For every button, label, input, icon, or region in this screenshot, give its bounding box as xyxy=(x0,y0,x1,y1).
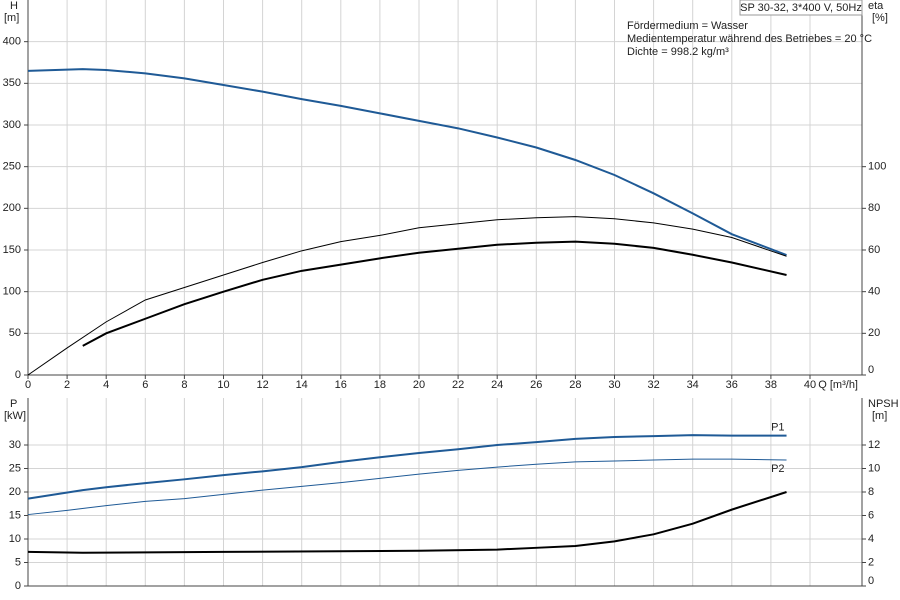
x-tick-label: 6 xyxy=(142,379,148,391)
y-tick-label: 50 xyxy=(9,327,21,339)
y2-tick-label: 20 xyxy=(868,327,880,339)
y2-tick-label: 10 xyxy=(868,462,880,474)
y2-tick-label: 6 xyxy=(868,509,874,521)
x-tick-label: 4 xyxy=(103,379,109,391)
curve xyxy=(82,240,787,347)
y-tick-label: 30 xyxy=(9,439,21,451)
y-tick-label: 10 xyxy=(9,533,21,545)
y-tick-label: 300 xyxy=(3,119,21,131)
y2-tick-label: 2 xyxy=(868,556,874,568)
y-tick-label: 15 xyxy=(9,509,21,521)
x-tick-label: 18 xyxy=(374,379,386,391)
curve xyxy=(27,434,787,500)
y2-tick-label: 0 xyxy=(868,575,874,587)
title-box xyxy=(739,0,863,16)
y2-tick-label: 80 xyxy=(868,202,880,214)
x-label: Q [m³/h] xyxy=(818,379,858,391)
x-tick-label: 20 xyxy=(413,379,425,391)
y2-tick-label: 40 xyxy=(868,286,880,298)
y-tick-label: 150 xyxy=(3,244,21,256)
curve xyxy=(27,458,787,516)
x-tick-label: 36 xyxy=(726,379,738,391)
y-tick-label: 20 xyxy=(9,486,21,498)
annotation: Medientemperatur während des Betriebes =… xyxy=(627,33,872,45)
y-label: P xyxy=(10,398,17,410)
series-label: P2 xyxy=(771,463,784,475)
y2-tick-label: 12 xyxy=(868,439,880,451)
y-tick-label: 0 xyxy=(15,369,21,381)
y-tick-label: 350 xyxy=(3,77,21,89)
x-tick-label: 22 xyxy=(452,379,464,391)
x-tick-label: 28 xyxy=(569,379,581,391)
chart-title: SP 30-32, 3*400 V, 50Hz xyxy=(740,2,862,14)
y-tick-label: 200 xyxy=(3,202,21,214)
y2-label: eta xyxy=(868,0,884,12)
y-tick-label: 25 xyxy=(9,462,21,474)
x-tick-label: 32 xyxy=(647,379,659,391)
y-tick-label: 100 xyxy=(3,286,21,298)
y2-tick-label: 60 xyxy=(868,244,880,256)
y-unit: [m] xyxy=(4,12,19,24)
y-tick-label: 400 xyxy=(3,36,21,48)
x-tick-label: 26 xyxy=(530,379,542,391)
y2-label: NPSH xyxy=(868,398,899,410)
y2-tick-label: 8 xyxy=(868,486,874,498)
x-tick-label: 16 xyxy=(335,379,347,391)
x-tick-label: 14 xyxy=(296,379,308,391)
x-tick-label: 38 xyxy=(765,379,777,391)
y-label: H xyxy=(10,0,18,12)
y2-unit: [%] xyxy=(872,12,888,24)
x-tick-label: 0 xyxy=(25,379,31,391)
x-tick-label: 30 xyxy=(608,379,620,391)
x-tick-label: 10 xyxy=(217,379,229,391)
x-tick-label: 2 xyxy=(64,379,70,391)
curve xyxy=(27,216,787,376)
y2-tick-label: 0 xyxy=(868,364,874,376)
plot-area xyxy=(28,0,862,375)
y-tick-label: 0 xyxy=(15,580,21,592)
curve xyxy=(27,68,787,256)
y2-unit: [m] xyxy=(872,410,887,422)
x-tick-label: 12 xyxy=(256,379,268,391)
annotation: Fördermedium = Wasser xyxy=(627,20,748,32)
curve xyxy=(27,491,787,554)
y2-tick-label: 4 xyxy=(868,533,874,545)
y-unit: [kW] xyxy=(4,410,26,422)
series-label: P1 xyxy=(771,422,784,434)
annotation: Dichte = 998.2 kg/m³ xyxy=(627,46,729,58)
y2-tick-label: 100 xyxy=(868,161,886,173)
x-tick-label: 34 xyxy=(687,379,699,391)
x-tick-label: 8 xyxy=(181,379,187,391)
y-tick-label: 250 xyxy=(3,161,21,173)
x-tick-label: 40 xyxy=(804,379,816,391)
x-tick-label: 24 xyxy=(491,379,503,391)
y-tick-label: 5 xyxy=(15,556,21,568)
